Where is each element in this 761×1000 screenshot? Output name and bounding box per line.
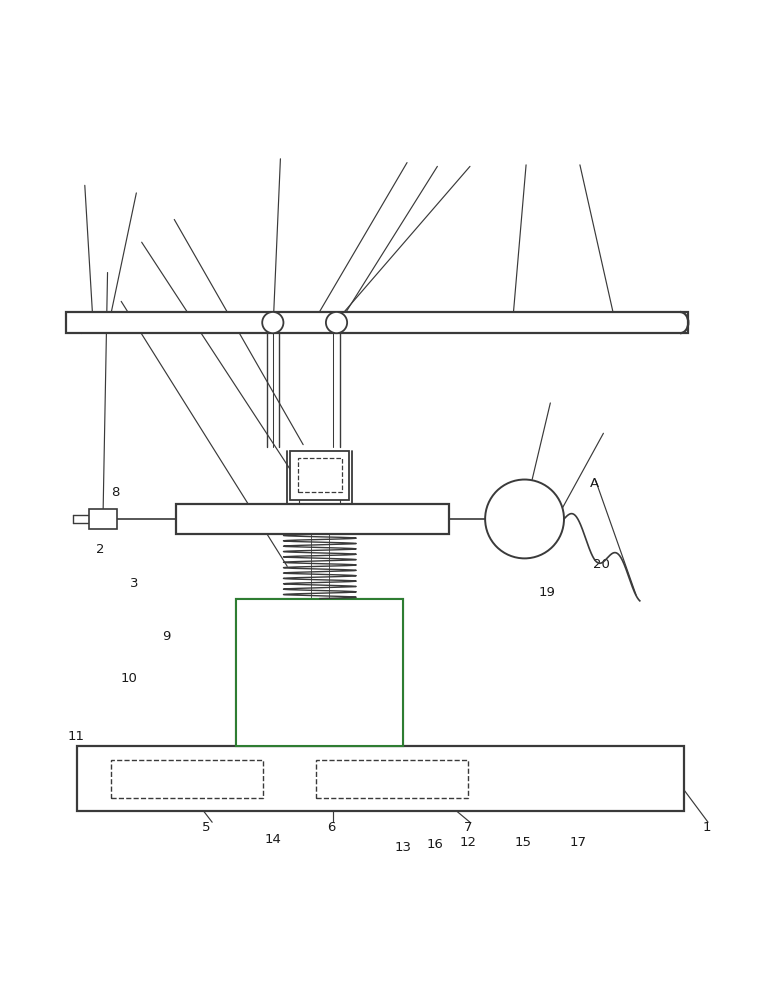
- Text: 8: 8: [111, 486, 119, 499]
- Text: 5: 5: [202, 821, 210, 834]
- Bar: [290, 451, 349, 500]
- Text: A: A: [590, 477, 599, 490]
- Bar: [316, 760, 468, 798]
- Text: 15: 15: [514, 836, 531, 849]
- Bar: [237, 599, 403, 746]
- Text: 7: 7: [463, 821, 472, 834]
- Text: 9: 9: [163, 630, 171, 643]
- Text: 16: 16: [427, 838, 444, 851]
- Bar: [237, 599, 403, 746]
- Bar: [111, 760, 263, 798]
- Text: 1: 1: [702, 821, 711, 834]
- Bar: [506, 514, 543, 524]
- Circle shape: [326, 312, 347, 333]
- Text: 11: 11: [67, 730, 84, 743]
- Bar: [88, 509, 117, 529]
- Text: 14: 14: [264, 833, 282, 846]
- Bar: [66, 312, 688, 333]
- Text: 10: 10: [120, 672, 137, 685]
- Text: 12: 12: [459, 836, 476, 849]
- Text: 20: 20: [594, 558, 610, 571]
- Bar: [77, 746, 684, 811]
- Bar: [176, 504, 449, 534]
- Bar: [298, 458, 342, 492]
- Text: 19: 19: [539, 586, 556, 599]
- Text: 6: 6: [327, 821, 336, 834]
- Text: 3: 3: [130, 577, 139, 590]
- Text: 2: 2: [96, 543, 104, 556]
- Circle shape: [263, 312, 283, 333]
- Circle shape: [485, 480, 564, 558]
- Text: 17: 17: [569, 836, 586, 849]
- Text: 13: 13: [395, 841, 412, 854]
